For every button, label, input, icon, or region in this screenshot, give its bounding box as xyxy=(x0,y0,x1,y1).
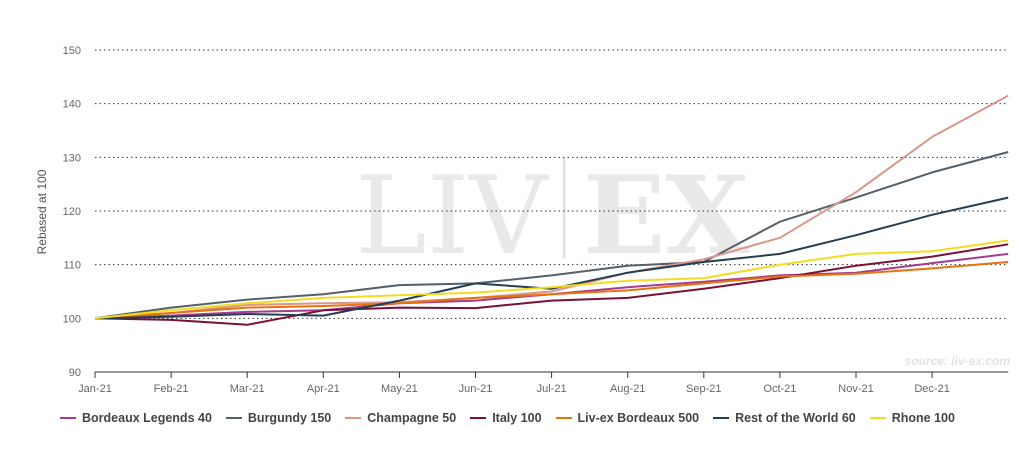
x-tick-label: Jun-21 xyxy=(459,383,493,395)
x-tick-labels: Jan-21 Feb-21 Mar-21 Apr-21 May-21 Jun-21 Jul-… xyxy=(78,383,950,395)
legend-label: Rest of the World 60 xyxy=(735,411,856,425)
legend-label: Rhone 100 xyxy=(891,411,955,425)
legend-label: Burgundy 150 xyxy=(247,411,332,425)
x-tick-label: Mar-21 xyxy=(230,383,265,395)
watermark-right-text: EX xyxy=(583,153,749,279)
x-tick-label: Oct-21 xyxy=(763,383,796,395)
series-line xyxy=(94,151,1009,320)
y-axis-label: Rebased at 100 xyxy=(35,169,49,254)
legend-label: Bordeaux Legends 40 xyxy=(82,411,212,425)
y-tick-label: 110 xyxy=(63,260,81,272)
y-tick-label: 130 xyxy=(63,152,81,164)
y-tick-label: 120 xyxy=(63,206,81,218)
series-line xyxy=(94,261,1009,320)
source-note: source: liv-ex.com xyxy=(905,354,1011,368)
legend-swatch xyxy=(555,417,572,419)
series-line xyxy=(94,243,1009,326)
chart-legend: Bordeaux Legends 40 Burgundy 150 Champagne… xyxy=(60,411,955,425)
legend-swatch xyxy=(470,417,487,419)
series-line xyxy=(94,94,1009,320)
legend-label: Italy 100 xyxy=(492,411,542,425)
legend-label: Champagne 50 xyxy=(367,411,457,425)
x-tick-label: Sep-21 xyxy=(686,383,721,395)
legend-label: Liv-ex Bordeaux 500 xyxy=(577,411,700,425)
watermark-divider xyxy=(563,158,566,258)
series-line xyxy=(94,196,1009,320)
line-chart: LIV EX 90 100 110 120 130 140 150 Jan-21 Feb-21… xyxy=(35,45,1011,395)
legend-item[interactable]: Burgundy 150 xyxy=(225,411,332,425)
x-tick-label: Apr-21 xyxy=(307,383,340,395)
x-tick-label: Feb-21 xyxy=(154,383,189,395)
legend-swatch xyxy=(869,417,886,419)
gridlines xyxy=(95,49,1009,319)
legend-item[interactable]: Champagne 50 xyxy=(345,411,456,425)
x-tick-label: May-21 xyxy=(381,383,418,395)
y-tick-label: 150 xyxy=(63,45,81,57)
series-lines xyxy=(94,94,1009,326)
legend-swatch xyxy=(60,417,76,419)
x-tick-label: Nov-21 xyxy=(838,383,873,395)
y-tick-label: 90 xyxy=(69,367,81,379)
y-tick-labels: 90 100 110 120 130 140 150 xyxy=(63,45,81,379)
x-tick-label: Jan-21 xyxy=(78,383,112,395)
watermark-left-text: LIV xyxy=(355,154,549,279)
series-line xyxy=(94,239,1009,320)
legend-item[interactable]: Liv-ex Bordeaux 500 xyxy=(555,411,700,425)
legend-item[interactable]: Italy 100 xyxy=(470,411,542,425)
legend-swatch xyxy=(225,417,242,419)
y-tick-label: 140 xyxy=(63,99,81,111)
x-tick-label: Jul-21 xyxy=(537,383,567,395)
legend-item[interactable]: Rhone 100 xyxy=(869,411,955,425)
legend-item[interactable]: Rest of the World 60 xyxy=(713,411,856,425)
x-tick-label: Aug-21 xyxy=(610,383,645,395)
x-tick-label: Dec-21 xyxy=(914,383,949,395)
y-tick-label: 100 xyxy=(63,313,81,325)
axes xyxy=(94,371,1009,378)
legend-item[interactable]: Bordeaux Legends 40 xyxy=(60,411,212,425)
legend-swatch xyxy=(345,417,362,419)
livex-watermark: LIV EX xyxy=(355,153,749,279)
legend-swatch xyxy=(713,417,730,419)
